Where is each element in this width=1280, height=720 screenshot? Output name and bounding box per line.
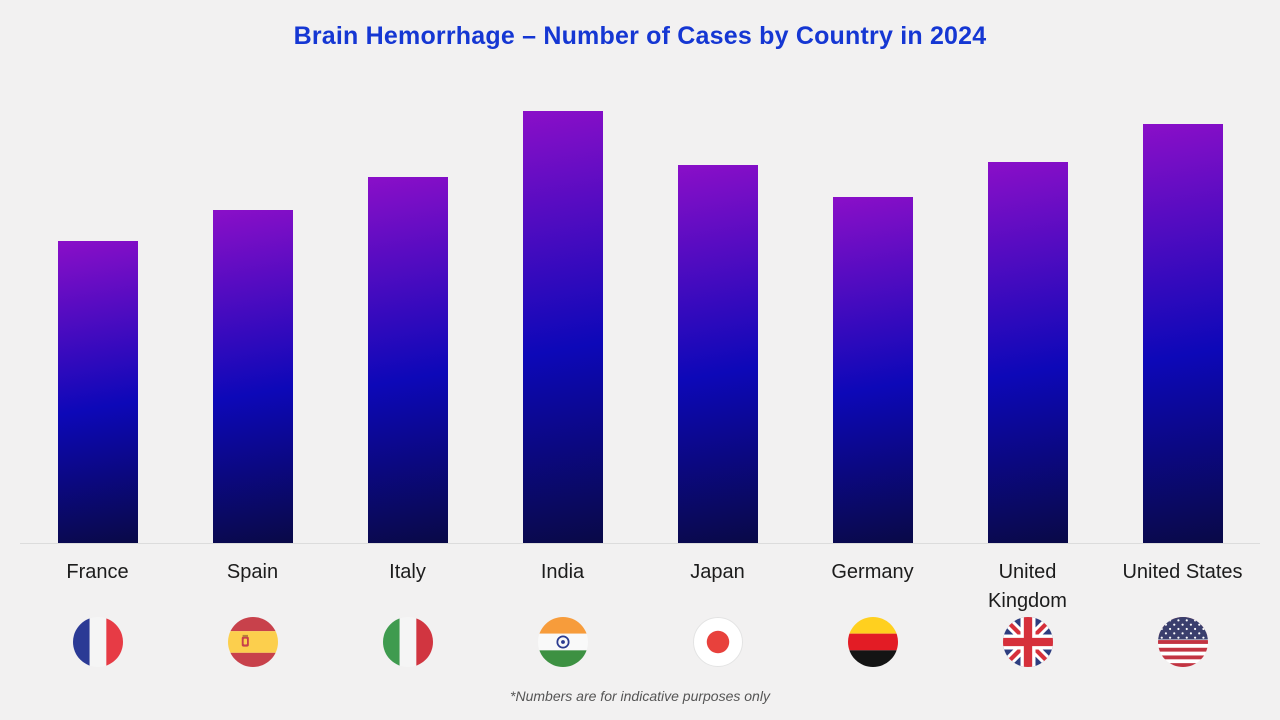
bar-spain: [212, 210, 293, 543]
bar-italy: [367, 177, 448, 543]
flag-france-icon: [20, 617, 175, 667]
footnote-text: *Numbers are for indicative purposes onl…: [510, 688, 770, 704]
chart-title: Brain Hemorrhage – Number of Cases by Co…: [293, 22, 987, 50]
category-labels-row: France Spain Italy India Japan Germany United …: [20, 544, 1260, 616]
flag-us-icon: [1105, 617, 1260, 667]
category-label-united-kingdom: United Kingdom: [988, 561, 1067, 612]
category-label-japan: Japan: [690, 561, 745, 583]
bar-france: [57, 241, 138, 543]
category-label-india: India: [540, 561, 585, 583]
flag-spain-icon: [175, 617, 330, 667]
flag-germany-icon: [795, 617, 950, 667]
bar-column-spain: [175, 210, 330, 543]
bar-japan: [677, 165, 758, 543]
bar-column-germany: [795, 197, 950, 543]
bar-column-france: [20, 241, 175, 543]
category-label-germany: Germany: [831, 561, 914, 583]
flag-japan-icon: [640, 617, 795, 667]
country-flags-row: [20, 617, 1260, 667]
category-label-france: France: [66, 561, 129, 583]
bar-united-states: [1142, 124, 1223, 543]
bar-column-japan: [640, 165, 795, 543]
category-label-united-states: United States: [1122, 561, 1243, 583]
bar-united-kingdom: [987, 162, 1068, 543]
bar-column-united-states: [1105, 124, 1260, 543]
flag-italy-icon: [330, 617, 485, 667]
flag-uk-icon: [950, 617, 1105, 667]
bar-chart-plot-area: [20, 0, 1260, 544]
bar-column-india: [485, 111, 640, 543]
flag-india-icon: [485, 617, 640, 667]
bar-india: [522, 111, 603, 543]
bar-column-italy: [330, 177, 485, 543]
category-label-italy: Italy: [389, 561, 426, 583]
bar-germany: [832, 197, 913, 543]
category-label-spain: Spain: [226, 561, 279, 583]
bar-column-united-kingdom: [950, 162, 1105, 543]
